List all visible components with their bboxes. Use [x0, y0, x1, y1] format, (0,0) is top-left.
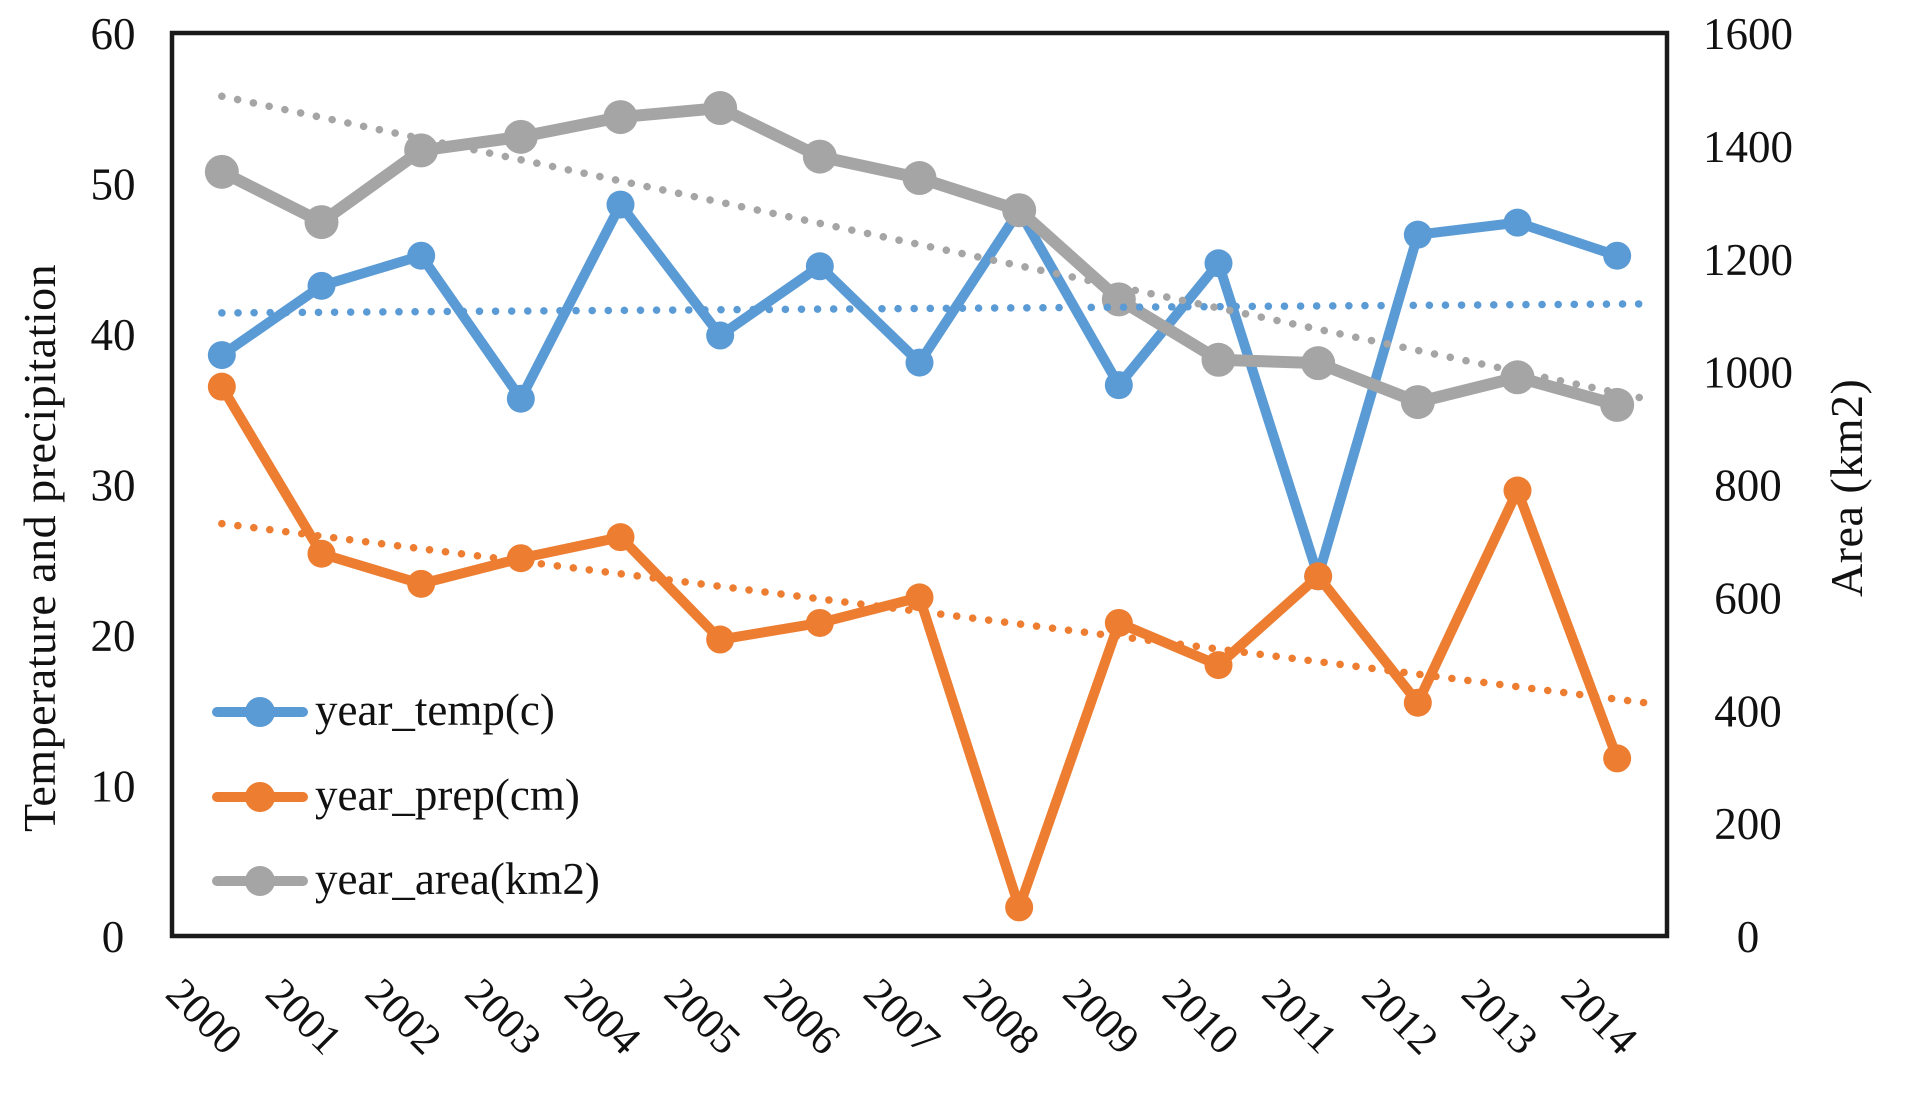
right-axis-tick-label: 600 — [1714, 573, 1782, 623]
x-axis-tick-label: 2008 — [954, 970, 1048, 1064]
data-point — [606, 523, 635, 552]
data-point — [1204, 651, 1233, 680]
area-dot-icon — [245, 866, 275, 896]
right-axis-tick-label: 800 — [1714, 461, 1782, 511]
data-point — [1603, 241, 1632, 270]
series-line — [216, 381, 1623, 913]
data-point — [805, 608, 834, 637]
data-point — [606, 190, 635, 219]
series-year_temp(c) — [207, 190, 1632, 591]
data-point — [1503, 208, 1532, 237]
legend-item-year-prep: year_prep(cm) — [212, 771, 580, 823]
data-point — [1104, 608, 1133, 637]
temp-line-marker-icon — [212, 697, 308, 727]
data-point — [1204, 249, 1233, 278]
x-axis-tick-label: 2014 — [1552, 970, 1646, 1064]
data-point — [905, 583, 934, 612]
series-year_prep(cm) — [207, 372, 1632, 922]
data-point — [1403, 220, 1432, 249]
data-point — [703, 91, 738, 126]
left-axis-tick-label: 50 — [91, 160, 136, 210]
right-axis-tick-label: 1400 — [1703, 122, 1793, 172]
data-point — [1104, 371, 1133, 400]
data-point — [407, 569, 436, 598]
data-point — [207, 372, 236, 401]
data-point — [307, 539, 336, 568]
left-axis-tick-label: 0 — [102, 912, 125, 962]
legend-label-year-prep: year_prep(cm) — [315, 769, 580, 820]
data-point — [304, 205, 339, 240]
left-axis-title: Temperature and precipitation — [14, 263, 65, 832]
left-axis-tick-label: 30 — [91, 461, 136, 511]
right-axis-tick-label: 0 — [1737, 912, 1760, 962]
data-point — [902, 161, 937, 196]
data-point — [1500, 360, 1535, 395]
right-axis-title: Area (km2) — [1821, 378, 1872, 597]
area-line-marker-icon — [212, 866, 308, 896]
x-axis-tick-label: 2001 — [256, 970, 350, 1064]
data-point — [1603, 744, 1632, 773]
right-axis-tick-label: 200 — [1714, 799, 1782, 849]
x-axis-tick-label: 2003 — [456, 970, 550, 1064]
x-axis-tick-label: 2004 — [555, 970, 649, 1064]
temp-dot-icon — [245, 697, 275, 727]
data-point — [1304, 562, 1333, 591]
x-axis-tick-label: 2010 — [1153, 970, 1247, 1064]
legend-label-year-area: year_area(km2) — [315, 853, 600, 904]
data-point — [503, 119, 538, 154]
left-axis-tick-label: 10 — [91, 762, 136, 812]
x-axis-tick-label: 2006 — [755, 970, 849, 1064]
left-axis-tick-label: 20 — [91, 611, 136, 661]
data-point — [307, 271, 336, 300]
trendline-year_area(km2) — [218, 92, 1649, 403]
legend-label-year-temp: year_temp(c) — [315, 684, 555, 735]
data-point — [1301, 346, 1336, 381]
data-point — [1503, 476, 1532, 505]
data-point — [1002, 193, 1037, 228]
left-axis-tick-label: 60 — [91, 9, 136, 59]
prep-line-marker-icon — [212, 782, 308, 812]
data-point — [204, 154, 239, 189]
left-axis-tick-label: 40 — [91, 310, 136, 360]
right-axis-tick-label: 1000 — [1703, 348, 1793, 398]
x-axis-tick-label: 2002 — [356, 970, 450, 1064]
plot-border — [169, 30, 1670, 939]
data-point — [802, 139, 837, 174]
x-axis-tick-label: 2009 — [1054, 970, 1148, 1064]
data-point — [506, 544, 535, 573]
legend-item-year-area: year_area(km2) — [212, 855, 600, 907]
trendline-year_prep(cm) — [218, 519, 1649, 707]
right-axis-tick-label: 400 — [1714, 686, 1782, 736]
x-axis-tick-label: 2011 — [1253, 970, 1346, 1063]
right-axis-tick-label: 1600 — [1703, 9, 1793, 59]
x-axis-tick-label: 2005 — [655, 970, 749, 1064]
data-point — [207, 341, 236, 370]
data-point — [905, 348, 934, 377]
trendline-year_temp(c) — [218, 300, 1649, 317]
x-axis-tick-label: 2000 — [157, 970, 251, 1064]
prep-dot-icon — [245, 782, 275, 812]
data-point — [1201, 342, 1236, 377]
data-point — [407, 241, 436, 270]
x-axis-tick-label: 2007 — [854, 970, 948, 1064]
x-axis-tick-label: 2013 — [1452, 970, 1546, 1064]
x-axis-tick-label: 2012 — [1353, 970, 1447, 1064]
data-point — [1400, 385, 1435, 420]
right-axis-tick-label: 1200 — [1703, 235, 1793, 285]
data-point — [805, 252, 834, 281]
data-point — [706, 321, 735, 350]
data-point — [1403, 688, 1432, 717]
legend-item-year-temp: year_temp(c) — [212, 686, 555, 738]
data-point — [706, 625, 735, 654]
data-point — [603, 100, 638, 135]
data-point — [506, 384, 535, 413]
data-point — [1005, 893, 1034, 922]
